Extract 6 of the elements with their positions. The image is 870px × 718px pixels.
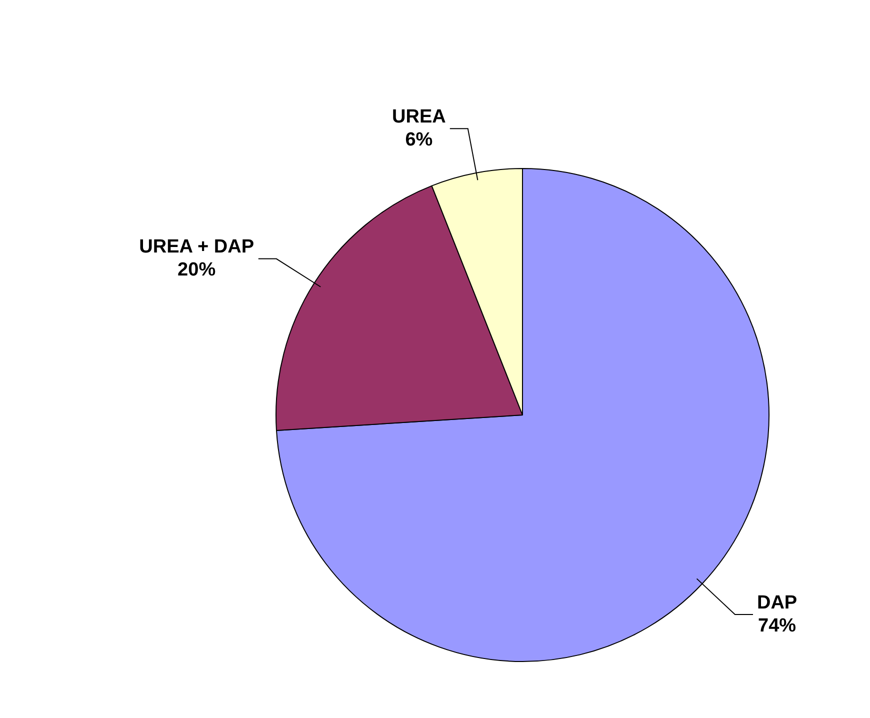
slice-label: UREA + DAP	[139, 236, 254, 258]
data-label: 20%	[178, 260, 216, 281]
data-label: 6%	[405, 129, 433, 150]
data-label: 74%	[758, 615, 796, 636]
slice-label: DAP	[756, 592, 798, 614]
slice-label: UREA	[392, 106, 446, 128]
